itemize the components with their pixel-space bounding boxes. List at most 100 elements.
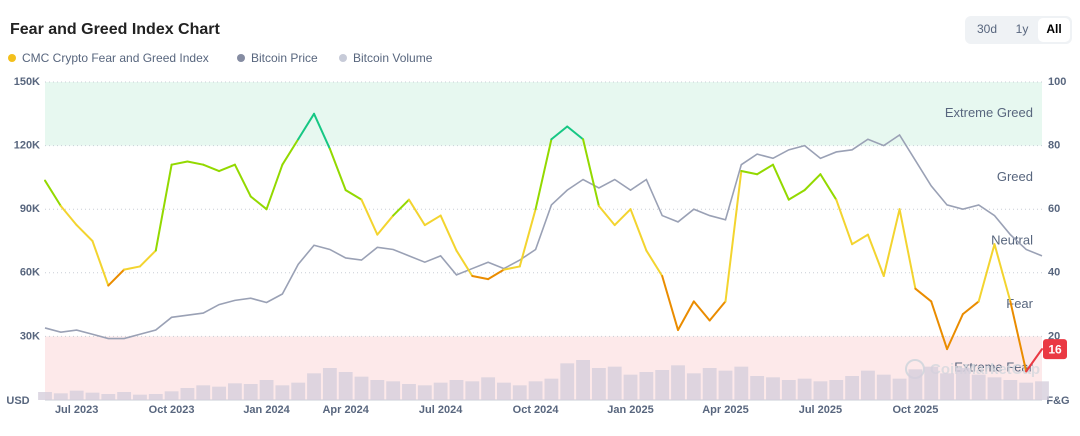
volume-bar [861,370,875,400]
fear-greed-segment [1025,348,1043,373]
y-axis-label: USD [6,395,29,407]
fear-greed-segment [407,198,426,227]
volume-bar [702,368,717,400]
fear-greed-segment [534,138,553,211]
fear-greed-segment [123,265,141,271]
fear-greed-segment [898,208,917,290]
volume-bar [797,378,812,400]
fear-greed-segment [202,163,221,173]
fear-greed-segment [313,112,331,150]
volume-bar [196,385,211,400]
volume-bar [180,388,195,400]
fear-greed-segment [756,163,774,176]
volume-bar [607,366,622,400]
volume-bar [639,372,654,400]
y2-tick-label: 60 [1048,203,1060,215]
volume-bar [148,394,163,400]
fear-greed-segment [613,208,632,227]
legend-dot [339,54,347,62]
range-button[interactable]: All [1046,22,1061,36]
fear-greed-segment [550,125,569,141]
volume-bar [402,384,416,400]
zone-label: Neutral [991,232,1033,247]
y2-tick-label: 40 [1048,267,1060,279]
x-tick-label: Jul 2023 [55,404,98,416]
volume-bar [227,383,242,400]
fear-greed-segment [677,300,695,332]
x-tick-label: Oct 2025 [892,404,938,416]
fear-greed-segment [835,198,854,246]
fear-greed-segment [344,189,363,201]
volume-bar [465,381,480,400]
volume-bar [718,370,733,400]
fear-greed-segment [502,265,521,271]
volume-bar [307,373,321,400]
fear-greed-segment [233,163,252,198]
volume-bar [1003,380,1018,400]
fear-greed-segment [360,198,379,236]
volume-bar [38,392,52,400]
volume-bar [750,376,765,400]
x-tick-label: Oct 2023 [149,404,195,416]
y2-axis-label: F&G [1046,395,1069,407]
x-tick-label: Jul 2025 [799,404,842,416]
fear-greed-segment [44,179,62,208]
legend-dot [8,54,16,62]
volume-bar [512,385,527,400]
volume-bar [813,381,828,400]
y-tick-label: 150K [14,76,40,88]
fear-greed-segment [582,138,600,208]
range-button[interactable]: 1y [1016,22,1029,36]
volume-bar [655,370,670,400]
range-button[interactable]: 30d [977,22,997,36]
fear-greed-segment [297,112,316,141]
fear-greed-segment [993,243,1012,303]
volume-bar [908,369,923,400]
fear-greed-segment [740,170,759,176]
fear-greed-segment [1009,300,1028,373]
zone-label: Fear [1006,296,1033,311]
volume-bar [117,392,132,400]
volume-bar [497,382,511,400]
volume-bar [1019,382,1034,400]
volume-bar [69,390,84,400]
fear-greed-segment [59,205,78,227]
volume-bar [354,376,369,400]
zone-label: Greed [997,169,1033,184]
button-active [1038,18,1070,42]
fear-greed-segment [392,198,410,217]
volume-bar [560,363,575,400]
fear-greed-segment [170,160,189,166]
fear-greed-segment [91,240,110,287]
fear-greed-segment [645,249,664,277]
fear-greed-segment [629,208,648,252]
fear-greed-segment [186,160,205,166]
fear-greed-segment [946,313,964,351]
volume-bar [576,360,590,400]
volume-bar [623,374,638,400]
legend-label: Bitcoin Price [251,51,318,65]
volume-bar [987,377,1002,400]
volume-bar [892,378,907,400]
x-tick-label: Apr 2024 [322,404,369,416]
fear-greed-segment [328,147,347,192]
volume-bar [275,385,290,400]
fear-greed-segment [771,163,790,201]
volume-bar [766,377,780,400]
volume-bar [481,377,496,400]
x-tick-label: Jul 2024 [419,404,463,416]
fear-greed-segment [518,208,537,268]
fear-greed-segment [930,300,949,351]
volume-bar [291,382,306,400]
fear-greed-segment [961,300,980,316]
legend-dot [237,54,245,62]
volume-bar [528,381,543,400]
fear-greed-segment [787,189,806,201]
volume-bar [829,380,844,400]
chart-title: Fear and Greed Index Chart [10,21,221,38]
volume-bar [734,366,749,400]
fear-greed-segment [977,243,996,303]
volume-bar [53,393,68,400]
fear-greed-segment [566,125,585,141]
fear-greed-segment [708,300,727,322]
